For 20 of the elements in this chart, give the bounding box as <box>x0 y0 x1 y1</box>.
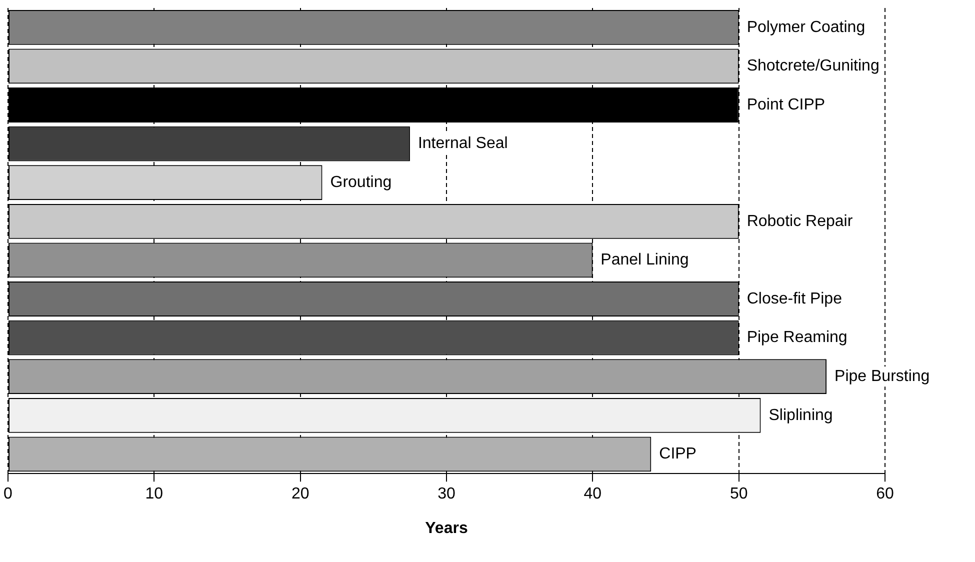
y-tick-label: Robotic Repair <box>746 212 854 230</box>
x-tick-label: 40 <box>584 486 602 503</box>
y-tick-label: Pipe Bursting <box>834 368 930 386</box>
y-tick-label: Grouting <box>330 174 392 192</box>
y-tick-label: Shotcrete/Guniting <box>746 58 880 75</box>
x-axis-title: Years <box>425 520 468 537</box>
x-tick-label: 20 <box>291 486 310 503</box>
y-tick-label: CIPP <box>659 446 696 463</box>
y-tick-label: Close-fit Pipe <box>746 290 842 308</box>
x-tick-label: 30 <box>438 486 456 503</box>
y-tick-label: Internal Seal <box>418 135 508 152</box>
x-tick-label: 50 <box>730 486 748 503</box>
x-tick-label: 60 <box>876 486 894 503</box>
x-tick-label: 10 <box>145 486 164 503</box>
y-tick-label: Pipe Reaming <box>746 329 848 346</box>
y-tick-label: Panel Lining <box>600 252 689 269</box>
x-tick-label: 0 <box>4 486 13 503</box>
y-tick-label: Sliplining <box>768 406 833 424</box>
y-tick-label: Polymer Coating <box>746 18 866 36</box>
y-tick-label: Point CIPP <box>746 96 826 114</box>
